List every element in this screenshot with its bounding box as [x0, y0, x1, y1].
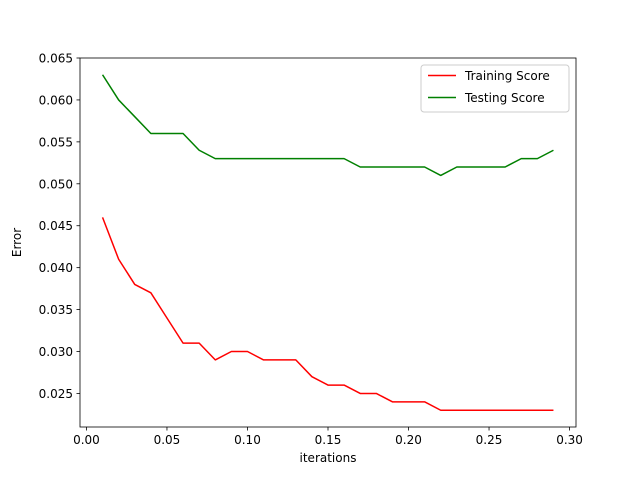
x-tick-label: 0.25 [476, 433, 503, 447]
y-tick-label: 0.030 [39, 345, 73, 359]
legend: Training Score Testing Score [420, 64, 570, 113]
series-line-training-score [101, 217, 554, 411]
legend-label-testing-score: Testing Score [464, 91, 545, 105]
x-axis-ticks: 0.00 0.05 0.10 0.15 0.20 0.25 0.30 [73, 427, 583, 447]
series-lines [101, 74, 554, 411]
x-axis-label: iterations [300, 451, 357, 465]
y-tick-label: 0.060 [39, 93, 73, 107]
y-axis-ticks: 0.025 0.030 0.035 0.040 0.045 0.050 0.055 0.060… [39, 52, 80, 401]
legend-frame [420, 64, 570, 113]
x-tick-label: 0.20 [395, 433, 422, 447]
y-tick-label: 0.050 [39, 177, 73, 191]
x-tick-label: 0.00 [73, 433, 100, 447]
y-tick-label: 0.055 [39, 135, 73, 149]
y-axis-label: Error [10, 228, 24, 257]
y-tick-label: 0.035 [39, 303, 73, 317]
y-tick-label: 0.065 [39, 52, 73, 66]
x-tick-label: 0.05 [154, 433, 181, 447]
series-line-testing-score [101, 74, 554, 177]
y-tick-label: 0.045 [39, 219, 73, 233]
legend-label-training-score: Training Score [464, 69, 550, 83]
y-tick-label: 0.025 [39, 387, 73, 401]
x-tick-label: 0.10 [234, 433, 261, 447]
x-tick-label: 0.30 [556, 433, 583, 447]
x-tick-label: 0.15 [315, 433, 342, 447]
y-tick-label: 0.040 [39, 261, 73, 275]
